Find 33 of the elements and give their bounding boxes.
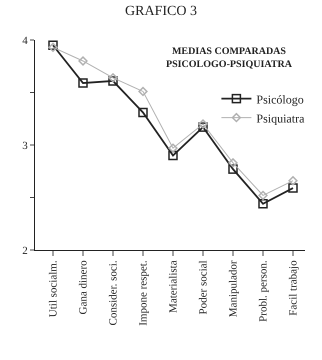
legend-label: Psiquiatra	[256, 111, 306, 126]
point	[258, 199, 268, 209]
point	[78, 78, 88, 88]
point	[228, 164, 238, 174]
point	[198, 119, 208, 129]
point	[108, 76, 118, 86]
x-tick-label: Poder social	[198, 260, 210, 314]
y-tick-label: 4	[22, 34, 28, 47]
point	[138, 86, 148, 96]
point	[48, 40, 58, 50]
point	[198, 122, 208, 132]
x-tick-label: Facil trabajo	[288, 260, 300, 316]
chart-title: GRAFICO 3	[125, 4, 197, 20]
point	[108, 73, 118, 82]
point	[288, 176, 298, 186]
x-tick-label: Manipulador	[228, 260, 240, 318]
x-tick-label: Materialista	[168, 260, 180, 313]
x-tick-label: Impone respet.	[138, 260, 150, 326]
point	[168, 150, 178, 160]
text: MEDIAS COMPARADAS PSICOLOGO-PSIQUIATRA	[166, 46, 293, 70]
point	[168, 144, 178, 153]
y-tick-label: 2	[22, 244, 28, 257]
x-tick-label: Gana dinero	[78, 260, 90, 314]
x-tick-label: Util socialm.	[48, 260, 60, 318]
x-tick-label: Probl. person.	[258, 260, 270, 322]
x-tick-label: Consider. soci.	[108, 260, 120, 326]
point	[258, 190, 268, 200]
point	[288, 183, 298, 193]
y-tick-label: 3	[22, 140, 28, 152]
point	[78, 56, 88, 66]
point	[228, 158, 238, 168]
legend-label: Psicólogo	[256, 92, 304, 106]
point	[138, 108, 148, 118]
